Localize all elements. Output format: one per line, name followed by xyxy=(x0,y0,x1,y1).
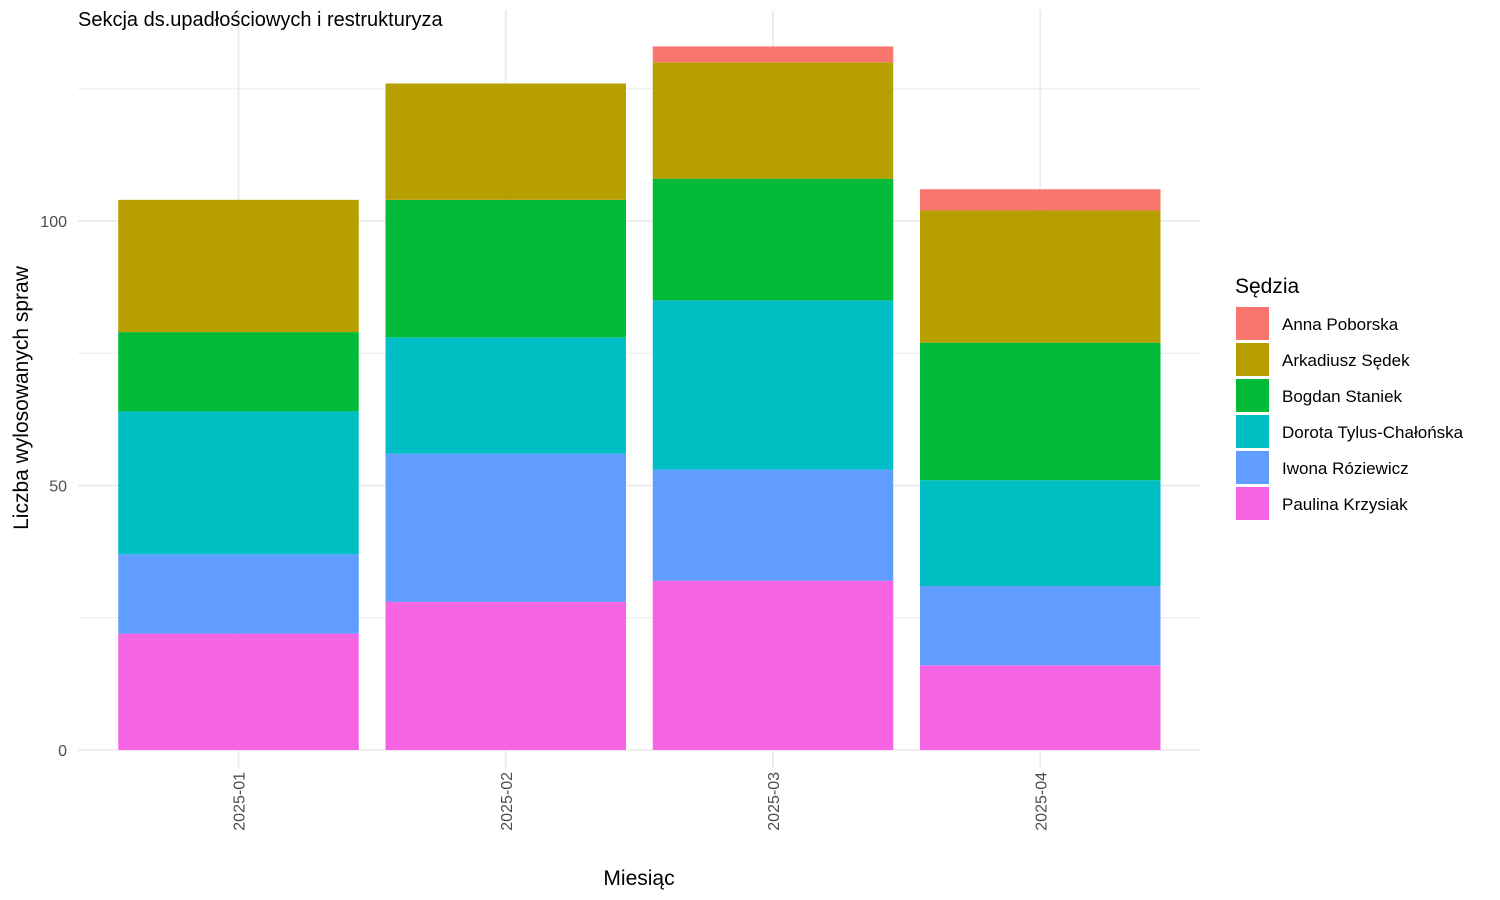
legend-label: Dorota Tylus-Chałońska xyxy=(1282,423,1464,442)
bar-segment xyxy=(920,665,1161,750)
bar-segment xyxy=(652,46,894,63)
legend-label: Bogdan Staniek xyxy=(1282,387,1403,406)
bar-segment xyxy=(118,199,359,333)
bar-segment xyxy=(652,580,894,750)
bar-segment xyxy=(118,411,359,555)
bar-segment xyxy=(118,554,359,634)
x-tick-label: 2025-04 xyxy=(1033,772,1050,831)
axes: 0 50 100 2025-01 2025-02 2025-03 2025-04 xyxy=(40,214,1050,831)
x-tick-label: 2025-03 xyxy=(766,772,783,831)
bar-segment xyxy=(118,332,359,412)
x-tick-label: 2025-01 xyxy=(232,772,249,831)
bar-segment xyxy=(652,300,894,470)
bar-segment xyxy=(920,189,1161,211)
bar-segment xyxy=(920,586,1161,666)
legend-key xyxy=(1236,451,1269,484)
x-axis-title: Miesiąc xyxy=(603,867,674,890)
legend-label: Arkadiusz Sędek xyxy=(1282,351,1410,370)
legend-key xyxy=(1236,415,1269,448)
legend-title: Sędzia xyxy=(1235,275,1300,298)
legend-key xyxy=(1236,487,1269,520)
bar-segment xyxy=(920,480,1161,587)
bar-segment xyxy=(385,453,626,602)
bar-segment xyxy=(385,83,626,200)
legend-label: Anna Poborska xyxy=(1282,315,1399,334)
bar-segment xyxy=(920,342,1161,481)
bar-segment xyxy=(652,469,894,581)
chart-title: Sekcja ds.upadłościowych i restrukturyza xyxy=(78,9,443,31)
legend-key xyxy=(1236,379,1269,412)
legend-label: Paulina Krzysiak xyxy=(1282,495,1408,514)
bar-segment xyxy=(652,178,894,301)
y-tick-label: 50 xyxy=(49,479,67,496)
bar-segment xyxy=(385,601,626,750)
bars xyxy=(118,46,1161,750)
legend: Sędzia Anna Poborska Arkadiusz Sędek Bogda… xyxy=(1235,275,1464,520)
bar-segment xyxy=(920,210,1161,343)
legend-key xyxy=(1236,307,1269,340)
bar-segment xyxy=(118,633,359,750)
y-tick-label: 0 xyxy=(58,743,67,760)
bar-segment xyxy=(385,337,626,454)
y-tick-label: 100 xyxy=(40,214,67,231)
legend-label: Iwona Róziewicz xyxy=(1282,459,1409,478)
x-tick-label: 2025-02 xyxy=(499,772,516,831)
y-axis-title: Liczba wylosowanych spraw xyxy=(10,265,33,530)
bar-segment xyxy=(652,62,894,179)
bar-segment xyxy=(385,199,626,338)
legend-key xyxy=(1236,343,1269,376)
